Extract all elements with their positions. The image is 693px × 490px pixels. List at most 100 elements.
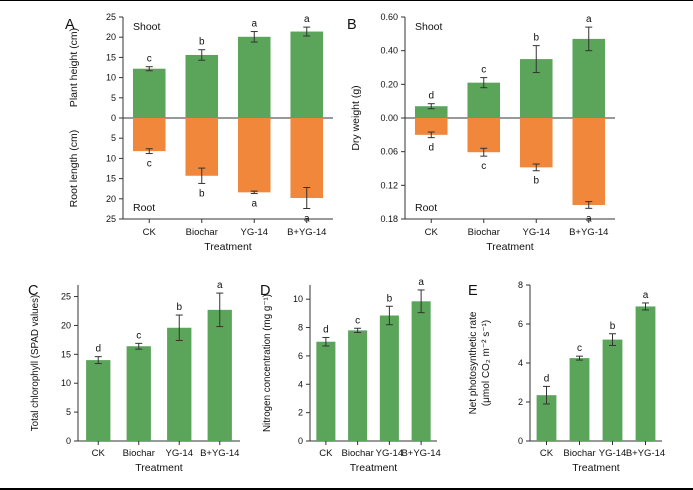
- svg-text:a: a: [251, 19, 257, 30]
- panel-e-net-photosynthetic-rate-chart: 0 2 4 6 8 d CK c Biochar b YG-14 a B+YG-14 Treatment N…: [468, 280, 665, 474]
- svg-text:a: a: [251, 199, 257, 210]
- svg-text:CK: CK: [319, 448, 333, 459]
- svg-text:Treatment: Treatment: [135, 462, 183, 474]
- svg-text:b: b: [533, 33, 539, 44]
- svg-text:10: 10: [61, 378, 71, 388]
- svg-text:c: c: [481, 161, 486, 172]
- svg-text:c: c: [147, 159, 152, 170]
- svg-text:a: a: [304, 14, 310, 25]
- svg-text:b: b: [387, 293, 393, 304]
- svg-text:CK: CK: [92, 448, 106, 459]
- svg-text:B+YG-14: B+YG-14: [569, 227, 608, 238]
- svg-text:E: E: [468, 283, 478, 299]
- figure-row-bottom: 0 5 10 15 20 25 d CK c Biochar b YG-14 a B+YG-14 Treat…: [0, 273, 693, 483]
- svg-text:15: 15: [106, 174, 116, 184]
- svg-text:Biochar: Biochar: [123, 448, 155, 459]
- svg-text:0.06: 0.06: [380, 147, 398, 157]
- svg-text:b: b: [610, 321, 616, 332]
- svg-text:10: 10: [106, 153, 116, 163]
- svg-text:A: A: [65, 17, 75, 33]
- svg-text:b: b: [199, 37, 205, 48]
- svg-text:c: c: [136, 330, 141, 341]
- svg-text:Root: Root: [133, 202, 155, 214]
- svg-text:Treatment: Treatment: [572, 462, 620, 474]
- svg-text:Root: Root: [415, 202, 437, 214]
- svg-text:YG-14: YG-14: [599, 448, 626, 459]
- svg-text:0.18: 0.18: [380, 214, 398, 224]
- svg-text:a: a: [586, 213, 592, 224]
- svg-text:c: c: [355, 315, 360, 326]
- svg-text:20: 20: [61, 320, 71, 330]
- svg-text:Shoot: Shoot: [415, 21, 443, 33]
- svg-text:B+YG-14: B+YG-14: [287, 227, 326, 238]
- svg-text:4: 4: [298, 379, 303, 389]
- svg-text:d: d: [95, 344, 101, 355]
- svg-text:D: D: [260, 283, 270, 299]
- svg-text:Treatment: Treatment: [350, 462, 398, 474]
- svg-text:Biochar: Biochar: [468, 227, 500, 238]
- svg-text:Biochar: Biochar: [186, 227, 218, 238]
- svg-text:b: b: [199, 188, 205, 199]
- svg-text:20: 20: [106, 32, 116, 42]
- svg-text:Biochar: Biochar: [563, 448, 595, 459]
- svg-text:0: 0: [111, 113, 116, 123]
- svg-text:a: a: [304, 213, 310, 224]
- svg-text:d: d: [428, 143, 434, 154]
- svg-text:YG-14: YG-14: [241, 227, 268, 238]
- svg-text:CK: CK: [143, 227, 157, 238]
- svg-text:2: 2: [518, 397, 523, 407]
- svg-text:4: 4: [518, 358, 523, 368]
- panel-d-nitrogen-concentration-chart: 0 2 4 6 8 10 d CK c Biochar b YG-14 a B+YG-14Treatmen…: [260, 277, 441, 474]
- svg-text:d: d: [323, 324, 329, 335]
- svg-text:YG-14: YG-14: [523, 227, 550, 238]
- svg-text:Shoot: Shoot: [133, 21, 161, 33]
- svg-text:Net photosynthetic rate: Net photosynthetic rate: [468, 311, 479, 414]
- svg-text:YG-14: YG-14: [166, 448, 193, 459]
- svg-text:0.12: 0.12: [380, 180, 398, 190]
- svg-text:Nitrogen concentration (mg g⁻¹: Nitrogen concentration (mg g⁻¹): [262, 294, 273, 432]
- svg-text:c: c: [147, 54, 152, 65]
- svg-text:Treatment: Treatment: [204, 241, 252, 253]
- svg-text:Biochar: Biochar: [342, 448, 374, 459]
- panel-b-dry-weight-chart: 0.00 0.20 0.40 0.60 0.06 0.12 0.18 d d CK c c Biocha…: [347, 12, 615, 253]
- svg-text:6: 6: [518, 319, 523, 329]
- panel-a-plant-height-root-length-chart: 0 5 10 15 20 25 5 10 15 20 25 c c CK b b Biochar a a YG-14 a…: [65, 12, 333, 253]
- svg-text:5: 5: [111, 133, 116, 143]
- svg-text:c: c: [481, 65, 486, 76]
- svg-text:0: 0: [298, 436, 303, 446]
- svg-text:CK: CK: [540, 448, 554, 459]
- svg-text:c: c: [577, 343, 582, 354]
- svg-text:0.40: 0.40: [380, 46, 398, 56]
- svg-text:25: 25: [106, 214, 116, 224]
- svg-text:5: 5: [111, 93, 116, 103]
- panel-c-total-chlorophyll-chart: 0 5 10 15 20 25 d CK c Biochar b YG-14 a B+YG-14 Treat…: [28, 280, 240, 474]
- svg-text:b: b: [533, 176, 539, 187]
- svg-text:d: d: [428, 91, 434, 102]
- svg-text:15: 15: [61, 349, 71, 359]
- svg-text:6: 6: [298, 351, 303, 361]
- svg-text:(μmol CO₂ m⁻² s⁻¹): (μmol CO₂ m⁻² s⁻¹): [481, 320, 492, 406]
- svg-text:8: 8: [518, 280, 523, 290]
- svg-text:Root length (cm): Root length (cm): [68, 130, 80, 208]
- svg-text:5: 5: [66, 407, 71, 417]
- svg-text:C: C: [28, 283, 38, 299]
- svg-text:Total chlorophyll (SPAD values: Total chlorophyll (SPAD values): [30, 295, 41, 432]
- svg-text:15: 15: [106, 52, 116, 62]
- svg-text:Treatment: Treatment: [486, 241, 534, 253]
- svg-text:a: a: [217, 280, 223, 291]
- svg-text:10: 10: [106, 73, 116, 83]
- svg-text:b: b: [176, 302, 182, 313]
- svg-text:d: d: [544, 373, 550, 384]
- svg-text:25: 25: [106, 12, 116, 22]
- svg-text:2: 2: [298, 408, 303, 418]
- svg-text:8: 8: [298, 323, 303, 333]
- svg-text:B+YG-14: B+YG-14: [401, 448, 440, 459]
- svg-text:0.60: 0.60: [380, 12, 398, 22]
- svg-text:20: 20: [106, 194, 116, 204]
- svg-text:B+YG-14: B+YG-14: [626, 448, 665, 459]
- svg-text:0: 0: [66, 436, 71, 446]
- svg-text:10: 10: [293, 294, 303, 304]
- svg-text:a: a: [643, 290, 649, 301]
- svg-text:a: a: [586, 14, 592, 25]
